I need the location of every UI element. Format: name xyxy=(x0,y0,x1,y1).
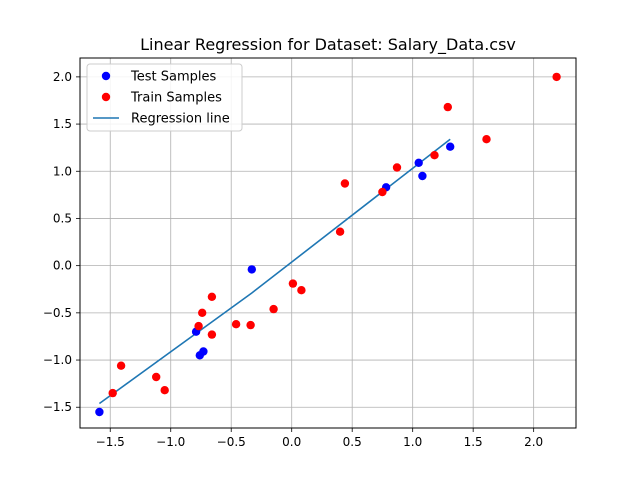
train-sample-point xyxy=(443,102,452,112)
train-sample-point xyxy=(160,386,169,395)
legend-label-test-samples: Test Samples xyxy=(130,70,216,85)
train-sample-point xyxy=(207,292,217,301)
y-tick-label: 1.0 xyxy=(53,164,72,178)
train-sample-point xyxy=(207,330,217,339)
test-sample-point xyxy=(418,171,427,181)
x-tick-label: −1.0 xyxy=(156,435,185,449)
test-sample-point xyxy=(446,142,455,151)
train-sample-point xyxy=(482,135,491,144)
legend-label-train-samples: Train Samples xyxy=(130,91,222,106)
y-tick-label: 1.5 xyxy=(53,117,72,131)
train-sample-point xyxy=(552,72,561,82)
test-sample-point xyxy=(414,158,423,167)
train-sample-point xyxy=(340,179,350,188)
x-tick-label: −1.5 xyxy=(96,435,125,449)
train-sample-point xyxy=(231,320,241,329)
x-axis: −1.5 −1.0 −0.5 0.0 0.5 1.0 1.5 2.0 xyxy=(96,428,543,449)
legend-swatch-test-samples xyxy=(101,71,111,81)
legend-label-regression-line: Regression line xyxy=(131,112,230,127)
x-tick-label: −0.5 xyxy=(217,435,246,449)
test-sample-point xyxy=(95,407,104,417)
y-tick-label: 2.0 xyxy=(53,70,72,84)
train-sample-point xyxy=(198,308,207,317)
chart-title: Linear Regression for Dataset: Salary_Da… xyxy=(140,35,516,55)
y-tick-label: −1.0 xyxy=(43,353,72,367)
legend: Test Samples Train Samples Regression line xyxy=(86,63,243,132)
test-sample-point xyxy=(247,265,256,274)
x-tick-label: 1.5 xyxy=(464,435,483,449)
train-sample-point xyxy=(430,151,439,160)
train-sample-point xyxy=(378,187,387,197)
y-tick-label: 0.5 xyxy=(53,211,72,225)
y-tick-label: 0.0 xyxy=(53,259,72,273)
x-tick-label: 1.0 xyxy=(403,435,422,449)
train-sample-point xyxy=(116,361,126,370)
train-sample-point xyxy=(335,227,345,236)
plot-frame xyxy=(79,57,577,429)
legend-swatch-train-samples xyxy=(101,92,111,102)
train-sample-point xyxy=(297,286,306,295)
train-sample-point xyxy=(269,304,278,314)
legend-box xyxy=(86,63,243,132)
train-sample-point xyxy=(152,372,161,382)
x-tick-label: 0.0 xyxy=(282,435,301,449)
y-axis: −1.5 −1.0 −0.5 0.0 0.5 1.0 1.5 2.0 xyxy=(43,70,80,414)
train-sample-point xyxy=(246,320,255,330)
train-sample-point xyxy=(194,321,203,331)
x-tick-label: 0.5 xyxy=(343,435,362,449)
train-sample-point xyxy=(392,163,402,172)
y-tick-label: −1.5 xyxy=(43,400,72,414)
train-sample-point xyxy=(108,388,117,398)
plot-marks xyxy=(95,72,561,417)
x-tick-label: 2.0 xyxy=(524,435,543,449)
train-sample-point xyxy=(288,279,298,288)
y-tick-label: −0.5 xyxy=(43,306,72,320)
test-sample-point xyxy=(199,347,208,356)
